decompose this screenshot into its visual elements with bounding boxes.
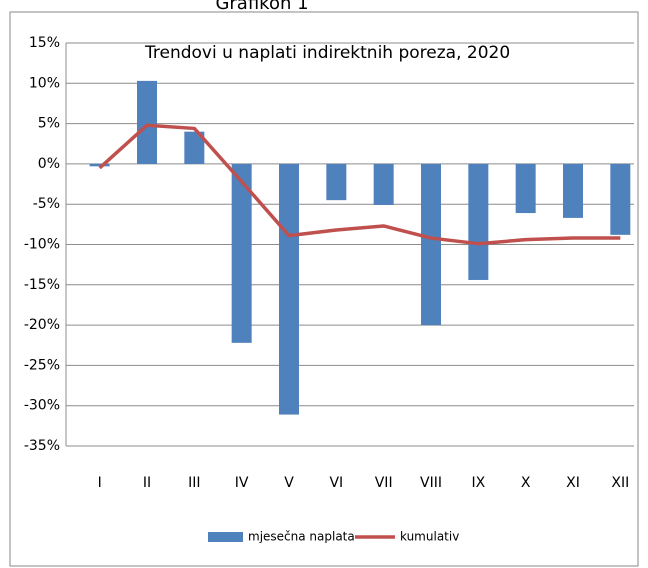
line <box>98 123 621 246</box>
chart-caption: Grafikon 1 <box>215 0 308 14</box>
y-tick-label: 15% <box>29 35 60 51</box>
y-tick-label: -35% <box>24 438 60 454</box>
bar <box>563 163 583 218</box>
y-tick-label: -15% <box>24 277 60 293</box>
bar <box>184 131 205 164</box>
x-tick-label: II <box>143 475 151 491</box>
bar <box>373 163 394 206</box>
chart-title: Trendovi u naplati indirektnih poreza, 2… <box>144 43 510 63</box>
bar <box>89 163 110 167</box>
y-tick-label: 0% <box>38 156 60 172</box>
x-tick-label: III <box>188 475 200 491</box>
bar <box>515 163 536 214</box>
y-tick-label: -20% <box>24 317 60 333</box>
bar <box>326 163 347 201</box>
x-tick-label: V <box>284 475 294 491</box>
y-tick-label: -30% <box>24 398 60 414</box>
x-tick-label: XI <box>566 475 580 491</box>
y-tick-label: 10% <box>29 75 60 91</box>
y-tick-label: -10% <box>24 237 60 253</box>
legend-label: mjesečna naplata <box>248 530 355 544</box>
y-tick-label: 5% <box>38 116 60 132</box>
x-tick-label: VI <box>329 475 343 491</box>
x-tick-label: X <box>521 475 531 491</box>
y-tick-label: -25% <box>24 357 60 373</box>
legend-label: kumulativ <box>400 530 459 544</box>
x-tick-label: IX <box>471 475 485 491</box>
x-tick-label: VIII <box>420 475 442 491</box>
chart-frame <box>9 11 639 567</box>
x-tick-label: IV <box>235 475 249 491</box>
x-tick-label: XII <box>611 475 629 491</box>
bar <box>231 163 252 343</box>
y-tick-label: -5% <box>33 196 60 212</box>
legend-swatch <box>208 532 243 542</box>
bar <box>468 163 489 280</box>
x-tick-label: VII <box>375 475 393 491</box>
bar <box>279 163 299 415</box>
bar <box>137 80 157 164</box>
bar <box>421 163 441 326</box>
x-tick-label: I <box>98 475 102 491</box>
bar <box>610 163 631 235</box>
